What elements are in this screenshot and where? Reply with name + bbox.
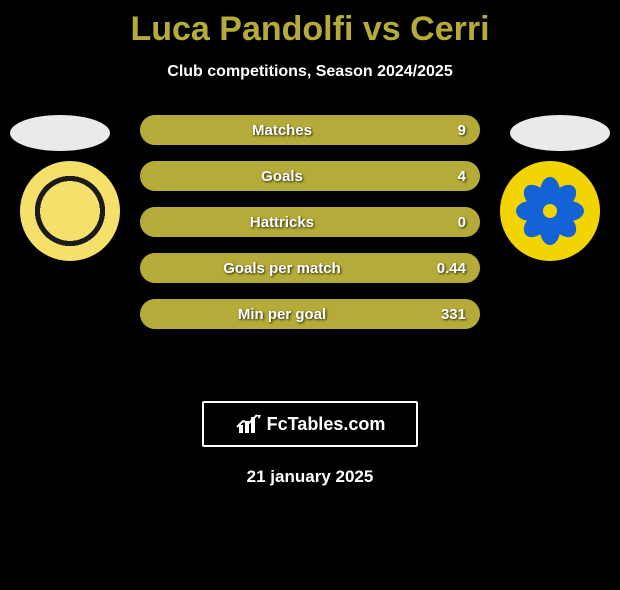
comparison-stage: Matches9Goals4Hattricks0Goals per match0… <box>0 101 620 401</box>
vs-word: vs <box>363 10 401 48</box>
comparison-title: Luca Pandolfi vs Cerri <box>0 10 620 49</box>
club-badge-left <box>20 161 120 261</box>
player-left-name: Luca Pandolfi <box>130 10 353 48</box>
stat-value: 4 <box>424 168 480 185</box>
club-badge-right <box>500 161 600 261</box>
stat-label: Min per goal <box>140 306 424 323</box>
brand-chart-icon <box>235 413 263 435</box>
stat-bar: Matches9 <box>140 115 480 145</box>
stat-label: Matches <box>140 122 424 139</box>
stat-value: 0 <box>424 214 480 231</box>
stat-bar: Min per goal331 <box>140 299 480 329</box>
subtitle: Club competitions, Season 2024/2025 <box>0 63 620 81</box>
stat-value: 331 <box>424 306 480 323</box>
stat-bar: Hattricks0 <box>140 207 480 237</box>
stat-value: 9 <box>424 122 480 139</box>
stat-value: 0.44 <box>424 260 480 277</box>
player-left-photo-placeholder <box>10 115 110 151</box>
club-right-flower-icon <box>520 181 580 241</box>
stat-bar: Goals4 <box>140 161 480 191</box>
player-right-photo-placeholder <box>510 115 610 151</box>
brand-box[interactable]: FcTables.com <box>202 401 418 447</box>
date-text: 21 january 2025 <box>0 467 620 487</box>
stat-bars: Matches9Goals4Hattricks0Goals per match0… <box>140 115 480 345</box>
stat-label: Goals per match <box>140 260 424 277</box>
stat-bar: Goals per match0.44 <box>140 253 480 283</box>
brand-text: FcTables.com <box>267 414 386 435</box>
stat-label: Hattricks <box>140 214 424 231</box>
player-right-name: Cerri <box>410 10 489 48</box>
stat-label: Goals <box>140 168 424 185</box>
